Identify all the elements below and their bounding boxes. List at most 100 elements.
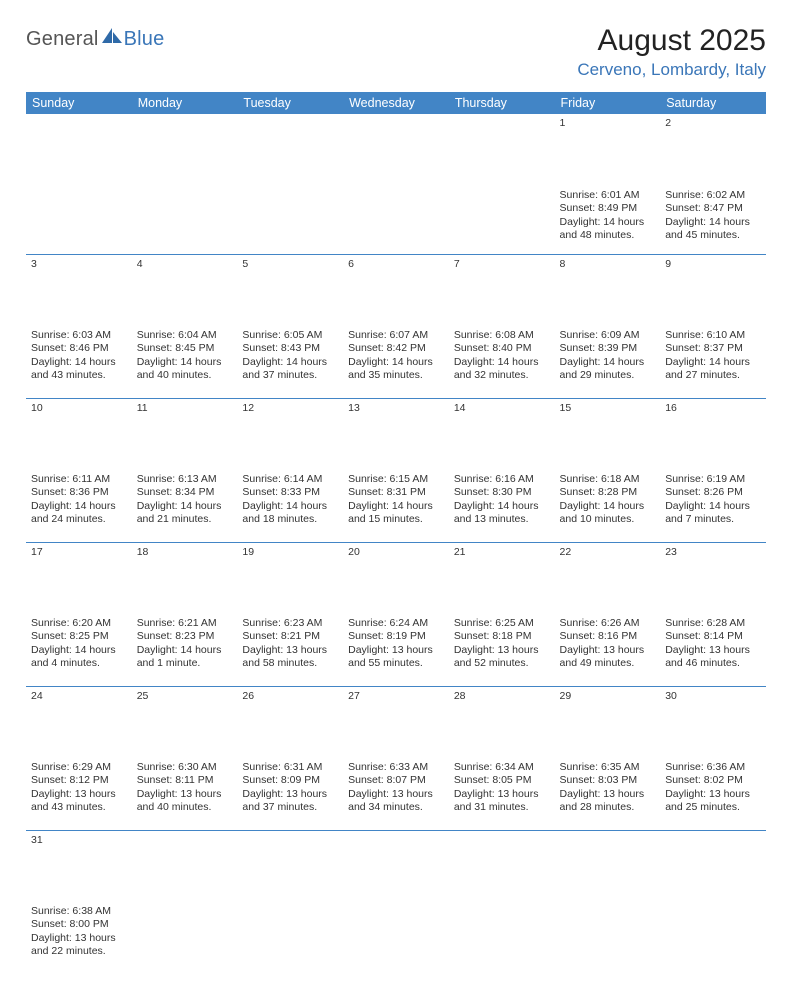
day-info-cell: Sunrise: 6:24 AMSunset: 8:19 PMDaylight:… — [343, 614, 449, 686]
day-info-cell: Sunrise: 6:35 AMSunset: 8:03 PMDaylight:… — [555, 758, 661, 830]
day-info-row: Sunrise: 6:20 AMSunset: 8:25 PMDaylight:… — [26, 614, 766, 686]
day-number-row: 10111213141516 — [26, 398, 766, 470]
day-number-cell: 7 — [449, 254, 555, 326]
day-info-cell: Sunrise: 6:18 AMSunset: 8:28 PMDaylight:… — [555, 470, 661, 542]
sunrise-text: Sunrise: 6:01 AM — [560, 189, 656, 202]
weekday-header: Friday — [555, 92, 661, 114]
weekday-header: Wednesday — [343, 92, 449, 114]
day-number-row: 3456789 — [26, 254, 766, 326]
sunset-text: Sunset: 8:46 PM — [31, 342, 127, 355]
daylight-text: Daylight: 13 hours and 55 minutes. — [348, 644, 444, 671]
day-number-cell — [343, 114, 449, 186]
calendar-table: Sunday Monday Tuesday Wednesday Thursday… — [26, 92, 766, 974]
day-number-cell: 24 — [26, 686, 132, 758]
day-info-cell: Sunrise: 6:36 AMSunset: 8:02 PMDaylight:… — [660, 758, 766, 830]
day-info-row: Sunrise: 6:29 AMSunset: 8:12 PMDaylight:… — [26, 758, 766, 830]
day-info-cell: Sunrise: 6:28 AMSunset: 8:14 PMDaylight:… — [660, 614, 766, 686]
day-number-cell: 9 — [660, 254, 766, 326]
day-number-cell: 27 — [343, 686, 449, 758]
day-info-cell: Sunrise: 6:09 AMSunset: 8:39 PMDaylight:… — [555, 326, 661, 398]
logo: General Blue — [26, 28, 164, 51]
daylight-text: Daylight: 13 hours and 37 minutes. — [242, 788, 338, 815]
day-number-cell — [26, 114, 132, 186]
day-info-cell: Sunrise: 6:04 AMSunset: 8:45 PMDaylight:… — [132, 326, 238, 398]
sunset-text: Sunset: 8:31 PM — [348, 486, 444, 499]
day-info: Sunrise: 6:04 AMSunset: 8:45 PMDaylight:… — [137, 329, 233, 383]
day-number-cell — [237, 830, 343, 902]
daylight-text: Daylight: 13 hours and 31 minutes. — [454, 788, 550, 815]
weekday-header: Tuesday — [237, 92, 343, 114]
sunrise-text: Sunrise: 6:38 AM — [31, 905, 127, 918]
sunset-text: Sunset: 8:33 PM — [242, 486, 338, 499]
daylight-text: Daylight: 14 hours and 4 minutes. — [31, 644, 127, 671]
day-number-cell: 6 — [343, 254, 449, 326]
day-info: Sunrise: 6:28 AMSunset: 8:14 PMDaylight:… — [665, 617, 761, 671]
sunset-text: Sunset: 8:21 PM — [242, 630, 338, 643]
day-number-cell: 16 — [660, 398, 766, 470]
logo-sail-icon — [101, 26, 123, 44]
day-number-cell: 5 — [237, 254, 343, 326]
page-header: General Blue August 2025 Cerveno, Lombar… — [26, 24, 766, 80]
sunset-text: Sunset: 8:37 PM — [665, 342, 761, 355]
day-info-cell — [237, 186, 343, 254]
sunset-text: Sunset: 8:18 PM — [454, 630, 550, 643]
title-block: August 2025 Cerveno, Lombardy, Italy — [577, 24, 766, 80]
sunrise-text: Sunrise: 6:20 AM — [31, 617, 127, 630]
day-number-cell: 23 — [660, 542, 766, 614]
day-info: Sunrise: 6:19 AMSunset: 8:26 PMDaylight:… — [665, 473, 761, 527]
day-info: Sunrise: 6:25 AMSunset: 8:18 PMDaylight:… — [454, 617, 550, 671]
sunset-text: Sunset: 8:12 PM — [31, 774, 127, 787]
day-number-cell: 20 — [343, 542, 449, 614]
daylight-text: Daylight: 13 hours and 49 minutes. — [560, 644, 656, 671]
sunset-text: Sunset: 8:07 PM — [348, 774, 444, 787]
day-info-row: Sunrise: 6:01 AMSunset: 8:49 PMDaylight:… — [26, 186, 766, 254]
daylight-text: Daylight: 13 hours and 58 minutes. — [242, 644, 338, 671]
day-info: Sunrise: 6:20 AMSunset: 8:25 PMDaylight:… — [31, 617, 127, 671]
sunset-text: Sunset: 8:34 PM — [137, 486, 233, 499]
day-info: Sunrise: 6:21 AMSunset: 8:23 PMDaylight:… — [137, 617, 233, 671]
day-info: Sunrise: 6:15 AMSunset: 8:31 PMDaylight:… — [348, 473, 444, 527]
daylight-text: Daylight: 14 hours and 45 minutes. — [665, 216, 761, 243]
weekday-header: Saturday — [660, 92, 766, 114]
day-number-cell: 29 — [555, 686, 661, 758]
sunrise-text: Sunrise: 6:16 AM — [454, 473, 550, 486]
logo-text-general: General — [26, 28, 99, 51]
day-info-cell — [555, 902, 661, 974]
day-number-cell — [132, 830, 238, 902]
day-number-cell — [237, 114, 343, 186]
daylight-text: Daylight: 13 hours and 46 minutes. — [665, 644, 761, 671]
day-info-row: Sunrise: 6:38 AMSunset: 8:00 PMDaylight:… — [26, 902, 766, 974]
day-info: Sunrise: 6:35 AMSunset: 8:03 PMDaylight:… — [560, 761, 656, 815]
day-number-cell: 28 — [449, 686, 555, 758]
daylight-text: Daylight: 13 hours and 40 minutes. — [137, 788, 233, 815]
day-info-cell: Sunrise: 6:15 AMSunset: 8:31 PMDaylight:… — [343, 470, 449, 542]
sunset-text: Sunset: 8:39 PM — [560, 342, 656, 355]
day-number-cell — [555, 830, 661, 902]
sunset-text: Sunset: 8:11 PM — [137, 774, 233, 787]
sunset-text: Sunset: 8:09 PM — [242, 774, 338, 787]
sunrise-text: Sunrise: 6:35 AM — [560, 761, 656, 774]
daylight-text: Daylight: 14 hours and 15 minutes. — [348, 500, 444, 527]
sunrise-text: Sunrise: 6:07 AM — [348, 329, 444, 342]
daylight-text: Daylight: 13 hours and 28 minutes. — [560, 788, 656, 815]
sunset-text: Sunset: 8:02 PM — [665, 774, 761, 787]
daylight-text: Daylight: 14 hours and 48 minutes. — [560, 216, 656, 243]
month-title: August 2025 — [577, 24, 766, 58]
sunset-text: Sunset: 8:28 PM — [560, 486, 656, 499]
daylight-text: Daylight: 14 hours and 21 minutes. — [137, 500, 233, 527]
day-number-cell: 22 — [555, 542, 661, 614]
day-info-cell: Sunrise: 6:10 AMSunset: 8:37 PMDaylight:… — [660, 326, 766, 398]
day-info-cell: Sunrise: 6:30 AMSunset: 8:11 PMDaylight:… — [132, 758, 238, 830]
weekday-header: Sunday — [26, 92, 132, 114]
day-info: Sunrise: 6:16 AMSunset: 8:30 PMDaylight:… — [454, 473, 550, 527]
day-info-cell: Sunrise: 6:05 AMSunset: 8:43 PMDaylight:… — [237, 326, 343, 398]
day-info-cell: Sunrise: 6:19 AMSunset: 8:26 PMDaylight:… — [660, 470, 766, 542]
day-info-cell: Sunrise: 6:23 AMSunset: 8:21 PMDaylight:… — [237, 614, 343, 686]
sunrise-text: Sunrise: 6:24 AM — [348, 617, 444, 630]
day-info-cell: Sunrise: 6:20 AMSunset: 8:25 PMDaylight:… — [26, 614, 132, 686]
day-info-cell: Sunrise: 6:21 AMSunset: 8:23 PMDaylight:… — [132, 614, 238, 686]
day-info: Sunrise: 6:38 AMSunset: 8:00 PMDaylight:… — [31, 905, 127, 959]
daylight-text: Daylight: 14 hours and 24 minutes. — [31, 500, 127, 527]
sunset-text: Sunset: 8:19 PM — [348, 630, 444, 643]
day-info-cell — [26, 186, 132, 254]
